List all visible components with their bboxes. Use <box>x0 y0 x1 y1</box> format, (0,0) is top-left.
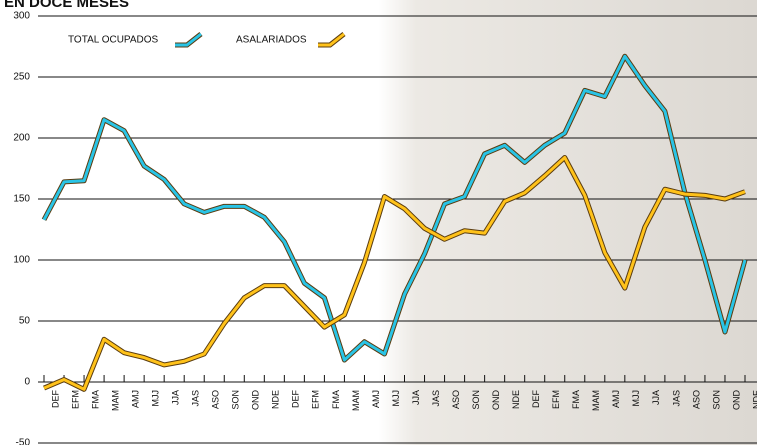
x-tick-label: EFM <box>70 390 80 409</box>
y-tick-label: 200 <box>13 133 30 144</box>
x-tick-label: JAS <box>671 390 681 407</box>
x-tick-label: JAS <box>191 390 201 407</box>
x-tick-label: ASO <box>211 390 221 409</box>
x-tick-label: AMJ <box>611 390 621 408</box>
x-tick-label: JAS <box>431 390 441 407</box>
y-tick-label: 250 <box>13 72 30 83</box>
series-line <box>42 54 747 362</box>
x-tick-label: AMJ <box>130 390 140 408</box>
x-tick-label: MJJ <box>151 390 161 407</box>
y-tick-label: 150 <box>13 194 30 205</box>
x-tick-label: DEF <box>291 389 301 408</box>
x-tick-label: SON <box>711 390 721 410</box>
x-tick-label: FMA <box>571 390 581 409</box>
legend-label: ASALARIADOS <box>236 35 307 46</box>
x-tick-label: DEF <box>531 389 541 408</box>
x-tick-label: AMJ <box>371 390 381 408</box>
legend-swatch <box>318 32 345 47</box>
x-tick-label: NDE <box>751 390 757 409</box>
x-tick-label: OND <box>731 390 741 411</box>
y-tick-label: 0 <box>24 377 30 388</box>
x-tick-label: MAM <box>110 390 120 411</box>
y-tick-label: -50 <box>16 438 31 445</box>
x-tick-label: ASO <box>451 390 461 409</box>
x-tick-label: FMA <box>90 390 100 409</box>
x-tick-label: EFM <box>311 390 321 409</box>
legend-label: TOTAL OCUPADOS <box>68 35 159 46</box>
x-tick-label: MJJ <box>391 390 401 407</box>
x-tick-label: SON <box>231 390 241 410</box>
series-line <box>43 156 746 391</box>
x-tick-label: JJA <box>171 390 181 405</box>
x-tick-label: MAM <box>591 390 601 411</box>
legend-swatch <box>175 32 202 47</box>
y-tick-label: 100 <box>13 255 30 266</box>
x-tick-label: JJA <box>651 390 661 405</box>
x-tick-label: JJA <box>411 390 421 405</box>
x-tick-label: SON <box>471 390 481 410</box>
x-tick-label: MJJ <box>631 390 641 407</box>
chart-title: EN DOCE MESES <box>4 0 129 11</box>
x-tick-label: DEF <box>50 389 60 408</box>
y-tick-label: 300 <box>13 11 30 22</box>
x-tick-label: NDE <box>511 390 521 409</box>
x-tick-label: OND <box>251 390 261 411</box>
x-tick-label: ASO <box>691 390 701 409</box>
x-tick-label: FMA <box>331 390 341 409</box>
x-tick-label: OND <box>491 390 501 411</box>
y-tick-label: 50 <box>19 316 31 327</box>
x-tick-label: EFM <box>551 390 561 409</box>
x-tick-label: NDE <box>271 390 281 409</box>
x-tick-label: MAM <box>351 390 361 411</box>
